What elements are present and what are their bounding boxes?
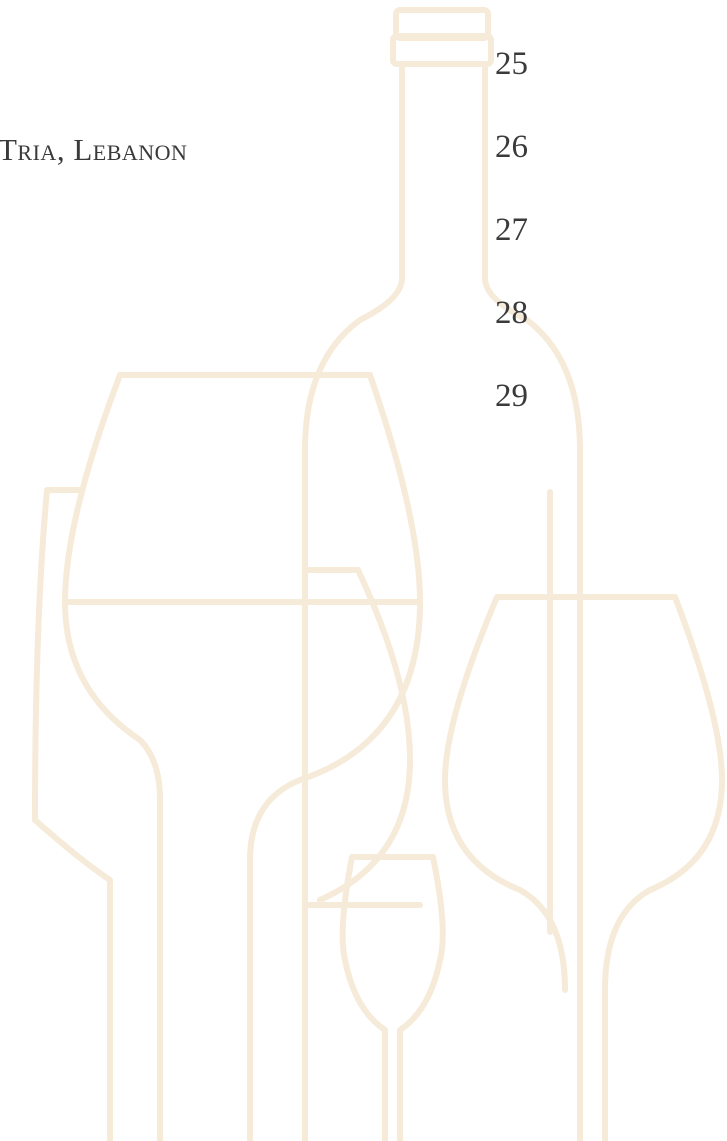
large-glass [65,375,420,1141]
page: Tria, Lebanon 2526272829 (() => { const … [0,0,727,1141]
left-glass [35,490,110,1141]
page-number: 26 [495,129,528,166]
page-number: 29 [495,378,528,415]
page-number: 27 [495,212,528,249]
right-glass [445,597,722,1141]
wine-illustration [0,0,727,1141]
page-number: 25 [495,46,528,83]
wine-region: Tria, Lebanon [0,132,187,168]
small-glass [343,857,443,1141]
page-number: 28 [495,295,528,332]
middle-glass [305,570,410,900]
